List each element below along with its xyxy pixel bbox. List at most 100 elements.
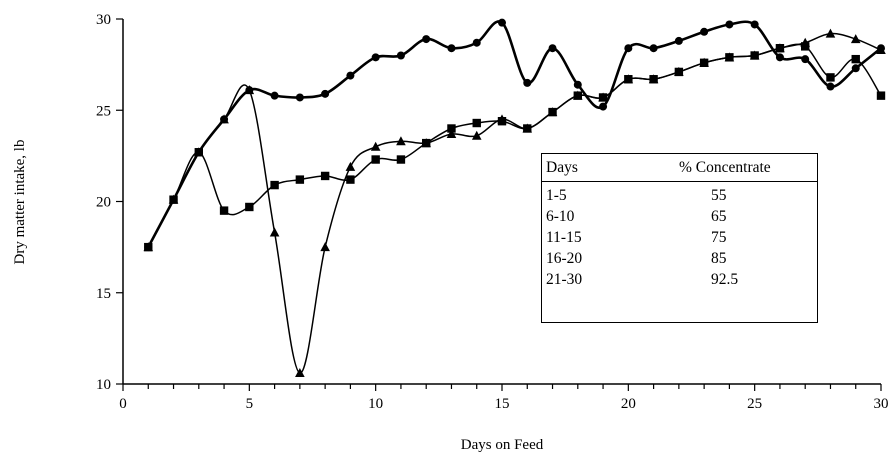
series-markers [143, 18, 886, 378]
square-data-point [598, 93, 608, 102]
table-row: 6-10 65 [542, 206, 817, 227]
concentrate-table: Days % Concentrate 1-5 55 6-10 65 11-15 … [541, 153, 818, 323]
x-tick-label: 10 [368, 396, 383, 412]
square-data-point [396, 155, 406, 164]
triangle-data-point [396, 136, 406, 146]
circle-data-point [321, 89, 330, 98]
square-data-point [270, 180, 279, 190]
table-cell-days: 16-20 [546, 249, 583, 267]
y-tick-label: 20 [96, 195, 111, 211]
triangle-data-point [295, 368, 305, 378]
square-data-point [876, 91, 886, 100]
x-axis-title: Days on Feed [461, 437, 544, 453]
circle-data-point [599, 102, 608, 111]
header-days: Days [546, 158, 578, 176]
square-data-point [346, 175, 355, 184]
triangle-data-point [219, 114, 229, 124]
square-data-point [371, 155, 380, 164]
table-cell-concentrate: 65 [711, 207, 727, 225]
square-data-point [851, 54, 860, 64]
circle-data-point [750, 20, 759, 29]
header-concentrate: % Concentrate [679, 158, 771, 176]
table-cell-concentrate: 85 [711, 249, 727, 267]
triangle-data-point [825, 28, 836, 38]
circle-data-point [700, 27, 709, 36]
square-data-point [194, 148, 203, 157]
circle-data-point [371, 53, 380, 62]
concentrate-table-header: Days % Concentrate [542, 154, 817, 182]
square-data-point [649, 75, 658, 84]
square-data-point [775, 44, 785, 53]
square-data-point [472, 118, 481, 128]
triangle-data-point [876, 45, 886, 55]
table-cell-days: 6-10 [546, 207, 575, 225]
x-tick-label: 30 [874, 396, 889, 412]
triangle-data-point [345, 161, 356, 171]
circle-data-point [674, 36, 683, 45]
triangle-data-point [269, 227, 280, 237]
table-cell-days: 11-15 [546, 228, 582, 246]
square-data-point [624, 75, 633, 84]
square-data-point [523, 124, 532, 133]
circle-data-point [725, 20, 734, 29]
circle-data-point [270, 91, 279, 100]
square-data-point [144, 242, 153, 252]
square-data-point [801, 42, 810, 51]
square-data-point [320, 171, 330, 181]
circle-data-point [346, 71, 355, 80]
circle-data-point [447, 44, 456, 53]
triangle-data-point [370, 141, 381, 151]
square-data-point [295, 175, 305, 184]
square-data-point [699, 58, 709, 67]
x-tick-label: 15 [495, 396, 510, 412]
circle-data-point [295, 93, 304, 102]
square-data-point [219, 206, 229, 215]
square-data-point [573, 91, 582, 100]
square-data-point [169, 195, 178, 204]
circle-data-point [649, 44, 658, 53]
square-data-point [826, 73, 835, 82]
table-cell-days: 21-30 [546, 270, 583, 288]
circle-data-point [624, 44, 633, 53]
y-tick-label: 15 [96, 286, 111, 302]
circle-data-point [801, 55, 810, 64]
square-data-point [422, 138, 431, 148]
y-tick-label: 30 [96, 12, 111, 28]
table-row: 1-5 55 [542, 185, 817, 206]
table-cell-concentrate: 55 [711, 186, 727, 204]
triangle-data-point [244, 85, 255, 95]
square-data-point [750, 51, 759, 60]
square-data-point [725, 53, 734, 62]
circle-data-point [826, 82, 835, 91]
triangle-data-point [446, 128, 457, 138]
table-cell-days: 1-5 [546, 186, 567, 204]
circle-data-point [396, 51, 405, 60]
circle-data-point [851, 64, 860, 73]
square-data-point [245, 202, 254, 212]
circle-data-point [498, 18, 506, 27]
x-tick-label: 20 [621, 396, 636, 412]
square-data-point [447, 124, 456, 133]
circle-data-point [775, 53, 784, 62]
circle-data-point [422, 35, 431, 44]
x-tick-label: 25 [747, 396, 762, 412]
triangle-data-point [850, 34, 861, 44]
y-tick-label: 25 [96, 103, 111, 119]
concentrate-table-body: 1-5 55 6-10 65 11-15 75 16-20 85 21-30 9… [542, 182, 817, 290]
square-data-point [548, 107, 557, 117]
table-cell-concentrate: 92.5 [711, 270, 739, 288]
circle-data-point [573, 80, 582, 89]
x-tick-label: 0 [119, 396, 127, 412]
y-axis-title: Dry matter intake, lb [12, 140, 28, 265]
square-data-point [497, 117, 507, 126]
table-row: 16-20 85 [542, 248, 817, 269]
x-ticks: 0 5 10 15 20 25 30 [119, 384, 889, 412]
triangle-data-point [320, 242, 330, 252]
circle-data-point [548, 44, 557, 53]
square-data-point [674, 67, 684, 77]
table-cell-concentrate: 75 [711, 228, 727, 246]
circle-data-point [472, 38, 481, 47]
table-row: 11-15 75 [542, 227, 817, 248]
x-tick-label: 5 [246, 396, 254, 412]
triangle-data-point [471, 130, 482, 140]
